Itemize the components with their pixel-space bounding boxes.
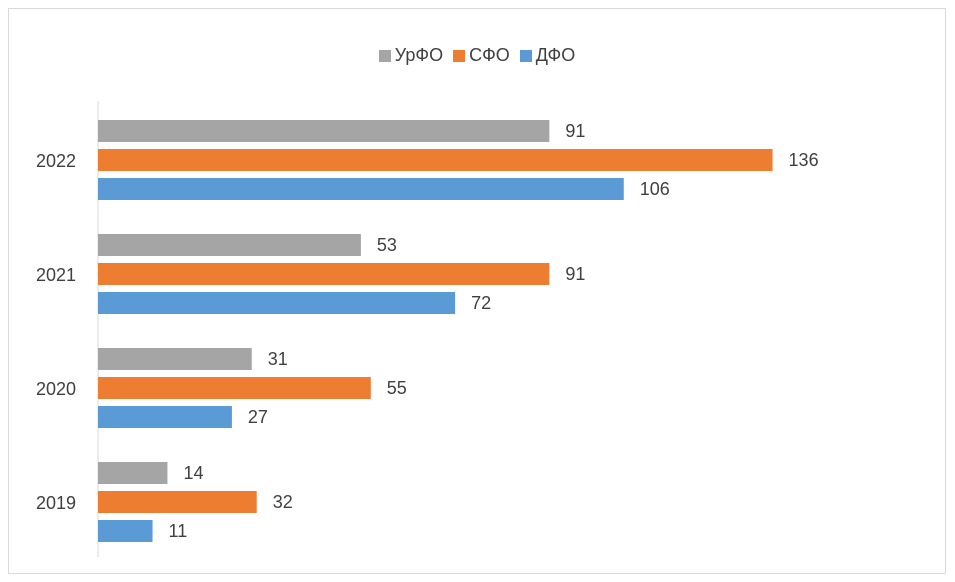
data-label-2021-0: 53 bbox=[377, 235, 397, 255]
data-label-2020-1: 55 bbox=[387, 378, 407, 398]
data-label-2020-0: 31 bbox=[268, 349, 288, 369]
category-tick-2022: 2022 bbox=[36, 151, 76, 171]
bar-2020-0 bbox=[98, 348, 252, 370]
legend-swatch-dfo bbox=[519, 49, 532, 62]
data-label-2021-2: 72 bbox=[471, 293, 491, 313]
bar-2021-0 bbox=[98, 234, 361, 256]
bar-2022-1 bbox=[98, 149, 773, 171]
legend-item-urfo: УрФО bbox=[378, 45, 444, 66]
data-label-2022-2: 106 bbox=[640, 179, 670, 199]
legend-swatch-urfo bbox=[378, 49, 391, 62]
legend-label-sfo: СФО bbox=[469, 45, 510, 65]
legend-label-urfo: УрФО bbox=[394, 45, 444, 65]
legend-item-sfo: СФО bbox=[453, 45, 510, 66]
category-tick-2020: 2020 bbox=[36, 379, 76, 399]
data-label-2020-2: 27 bbox=[248, 407, 268, 427]
legend: УрФО СФО ДФО bbox=[9, 45, 945, 66]
data-label-2021-1: 91 bbox=[565, 264, 585, 284]
bar-2019-2 bbox=[98, 520, 153, 542]
category-tick-2021: 2021 bbox=[36, 265, 76, 285]
category-tick-2019: 2019 bbox=[36, 493, 76, 513]
data-label-2022-0: 91 bbox=[565, 121, 585, 141]
legend-swatch-sfo bbox=[453, 49, 466, 62]
bar-2020-2 bbox=[98, 406, 232, 428]
bar-2021-1 bbox=[98, 263, 550, 285]
bar-2020-1 bbox=[98, 377, 371, 399]
bar-2019-1 bbox=[98, 491, 257, 513]
data-label-2022-1: 136 bbox=[789, 150, 819, 170]
data-label-2019-0: 14 bbox=[183, 463, 203, 483]
legend-label-dfo: ДФО bbox=[535, 45, 576, 65]
bar-2022-2 bbox=[98, 178, 624, 200]
bar-2021-2 bbox=[98, 292, 456, 314]
bar-2019-0 bbox=[98, 462, 168, 484]
bar-2022-0 bbox=[98, 120, 550, 142]
data-label-2019-1: 32 bbox=[273, 492, 293, 512]
legend-item-dfo: ДФО bbox=[519, 45, 576, 66]
data-label-2019-2: 11 bbox=[169, 521, 188, 541]
